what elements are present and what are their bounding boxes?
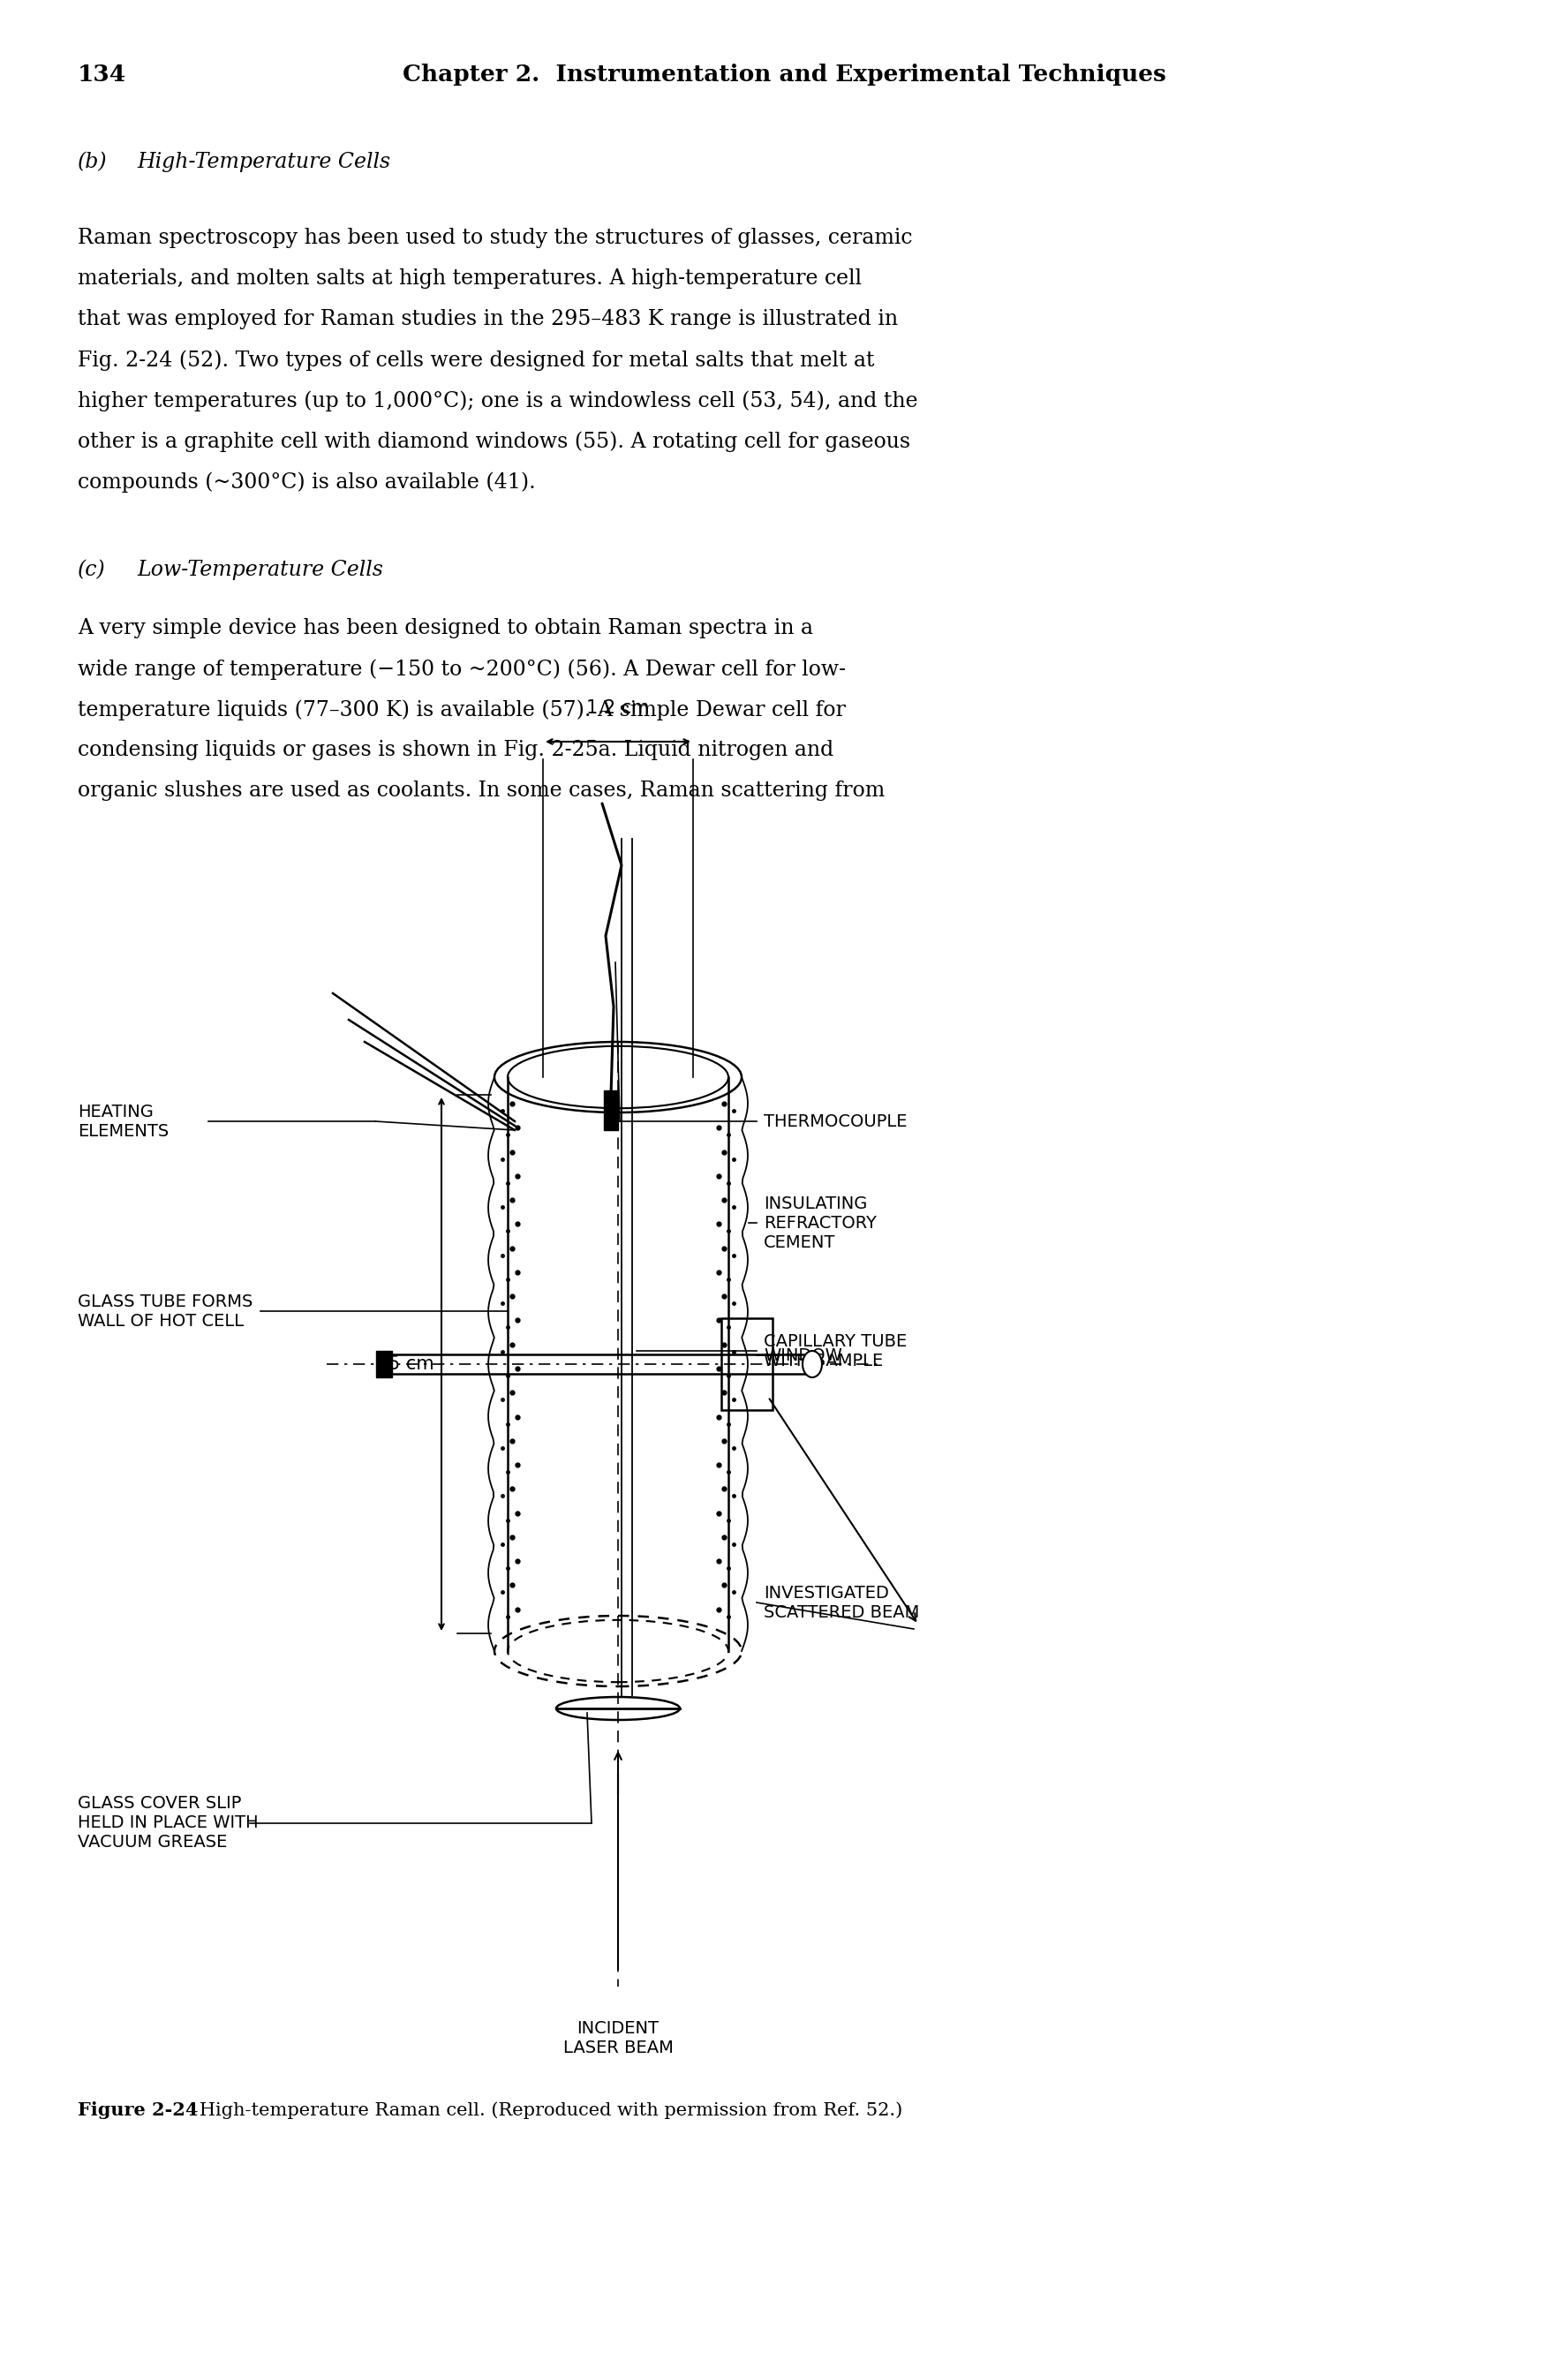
Text: 5 cm: 5 cm (389, 1354, 434, 1373)
Text: Low-Temperature Cells: Low-Temperature Cells (136, 559, 383, 580)
Text: A very simple device has been designed to obtain Raman spectra in a: A very simple device has been designed t… (78, 618, 814, 639)
Ellipse shape (803, 1350, 822, 1378)
Text: Figure 2-24: Figure 2-24 (78, 2100, 198, 2119)
Text: other is a graphite cell with diamond windows (55). A rotating cell for gaseous: other is a graphite cell with diamond wi… (78, 431, 911, 452)
Text: wide range of temperature (−150 to ~200°C) (56). A Dewar cell for low-: wide range of temperature (−150 to ~200°… (78, 658, 845, 680)
Text: that was employed for Raman studies in the 295–483 K range is illustrated in: that was employed for Raman studies in t… (78, 308, 898, 329)
Text: GLASS TUBE FORMS
WALL OF HOT CELL: GLASS TUBE FORMS WALL OF HOT CELL (78, 1293, 252, 1328)
Text: Raman spectroscopy has been used to study the structures of glasses, ceramic: Raman spectroscopy has been used to stud… (78, 227, 913, 249)
Text: INCIDENT
LASER BEAM: INCIDENT LASER BEAM (563, 2020, 673, 2055)
Text: CAPILLARY TUBE
WITH SAMPLE: CAPILLARY TUBE WITH SAMPLE (764, 1333, 906, 1369)
Text: (b): (b) (78, 152, 107, 173)
Text: 1.2 cm: 1.2 cm (586, 699, 649, 718)
Text: Chapter 2.  Instrumentation and Experimental Techniques: Chapter 2. Instrumentation and Experimen… (403, 64, 1165, 85)
Text: High-Temperature Cells: High-Temperature Cells (136, 152, 390, 173)
Text: INSULATING
REFRACTORY
CEMENT: INSULATING REFRACTORY CEMENT (764, 1196, 877, 1250)
Text: 134: 134 (78, 64, 127, 85)
Text: (c): (c) (78, 559, 105, 580)
Text: higher temperatures (up to 1,000°C); one is a windowless cell (53, 54), and the: higher temperatures (up to 1,000°C); one… (78, 391, 917, 412)
Text: condensing liquids or gases is shown in Fig. 2-25a. Liquid nitrogen and: condensing liquids or gases is shown in … (78, 739, 834, 760)
Text: Fig. 2-24 (52). Two types of cells were designed for metal salts that melt at: Fig. 2-24 (52). Two types of cells were … (78, 350, 875, 369)
Bar (721, 1319, 773, 1409)
Text: WINDOW: WINDOW (764, 1347, 842, 1364)
Text: THERMOCOUPLE: THERMOCOUPLE (764, 1113, 908, 1130)
Text: HEATING
ELEMENTS: HEATING ELEMENTS (78, 1103, 169, 1139)
Text: GLASS COVER SLIP
HELD IN PLACE WITH
VACUUM GREASE: GLASS COVER SLIP HELD IN PLACE WITH VACU… (78, 1795, 259, 1852)
Text: INVESTIGATED
SCATTERED BEAM: INVESTIGATED SCATTERED BEAM (764, 1584, 919, 1620)
Text: compounds (~300°C) is also available (41).: compounds (~300°C) is also available (41… (78, 471, 536, 493)
Text: organic slushes are used as coolants. In some cases, Raman scattering from: organic slushes are used as coolants. In… (78, 781, 884, 800)
Text: High-temperature Raman cell. (Reproduced with permission from Ref. 52.): High-temperature Raman cell. (Reproduced… (182, 2100, 903, 2119)
Text: materials, and molten salts at high temperatures. A high-temperature cell: materials, and molten salts at high temp… (78, 268, 862, 289)
Text: temperature liquids (77–300 K) is available (57). A simple Dewar cell for: temperature liquids (77–300 K) is availa… (78, 699, 845, 720)
